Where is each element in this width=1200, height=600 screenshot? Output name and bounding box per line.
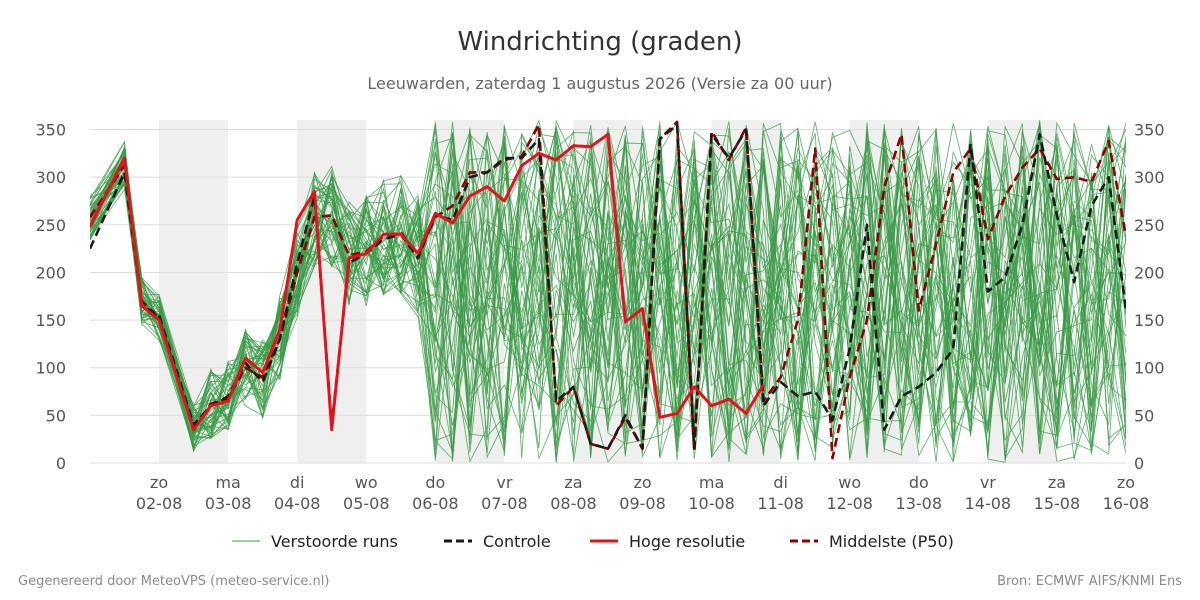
y-axis-left: 0 50 100 150 200 250 300 350 <box>35 121 66 473</box>
x-tick-date-16: 16-08 <box>1103 494 1150 513</box>
ensemble-run-43 <box>90 127 1126 451</box>
x-tick-date-12: 12-08 <box>826 494 873 513</box>
y-tick-left-350: 350 <box>35 121 66 140</box>
x-axis: zo 02-08 ma 03-08 di 04-08 wo 05-08 do 06-08 vr 07-… <box>136 473 1149 513</box>
y-tick-right-300: 300 <box>1134 168 1165 187</box>
y-tick-right-0: 0 <box>1134 454 1144 473</box>
x-tick-date-11: 11-08 <box>757 494 804 513</box>
x-tick-weekday-12: wo <box>838 473 861 492</box>
x-tick-weekday-5: wo <box>355 473 378 492</box>
x-tick-date-2: 02-08 <box>136 494 183 513</box>
chart-title: Windrichting (graden) <box>457 27 742 57</box>
x-tick-date-13: 13-08 <box>896 494 943 513</box>
x-tick-date-9: 09-08 <box>619 494 666 513</box>
y-tick-left-150: 150 <box>35 311 66 330</box>
y-tick-right-250: 250 <box>1134 216 1165 235</box>
x-tick-weekday-8: za <box>564 473 582 492</box>
x-tick-weekday-15: za <box>1048 473 1066 492</box>
x-tick-date-14: 14-08 <box>965 494 1012 513</box>
y-tick-right-50: 50 <box>1134 406 1154 425</box>
x-tick-date-10: 10-08 <box>688 494 735 513</box>
footer-generated-by: Gegenereerd door MeteoVPS (meteo-service… <box>18 574 329 589</box>
y-tick-left-0: 0 <box>56 454 66 473</box>
y-tick-left-200: 200 <box>35 263 66 282</box>
x-tick-weekday-2: zo <box>150 473 168 492</box>
legend-label-1: Controle <box>483 532 551 551</box>
y-tick-left-300: 300 <box>35 168 66 187</box>
ensemble-run-44 <box>90 122 1126 458</box>
x-tick-weekday-6: do <box>425 473 445 492</box>
y-tick-right-150: 150 <box>1134 311 1165 330</box>
legend-label-2: Hoge resolutie <box>629 532 745 551</box>
legend-label-0: Verstoorde runs <box>271 532 398 551</box>
x-tick-weekday-4: di <box>290 473 305 492</box>
series-middelste-p50 <box>90 120 1126 460</box>
main-series <box>90 120 1126 460</box>
y-tick-left-100: 100 <box>35 359 66 378</box>
ensemble-run-37 <box>90 133 1126 459</box>
y-tick-right-350: 350 <box>1134 121 1165 140</box>
x-tick-weekday-9: zo <box>633 473 651 492</box>
ensemble-run-28 <box>90 129 1126 453</box>
x-tick-date-15: 15-08 <box>1034 494 1081 513</box>
legend-label-3: Middelste (P50) <box>829 532 954 551</box>
ensemble-run-48 <box>90 127 1126 462</box>
x-tick-weekday-7: vr <box>496 473 512 492</box>
x-tick-weekday-13: do <box>909 473 929 492</box>
series-controle <box>90 123 1126 451</box>
x-tick-weekday-16: zo <box>1117 473 1135 492</box>
x-tick-date-6: 06-08 <box>412 494 459 513</box>
ensemble-run-45 <box>90 128 1126 462</box>
y-tick-left-250: 250 <box>35 216 66 235</box>
ensemble-run-49 <box>90 121 1126 446</box>
x-tick-weekday-11: di <box>773 473 788 492</box>
x-tick-date-7: 07-08 <box>481 494 528 513</box>
x-tick-date-5: 05-08 <box>343 494 390 513</box>
x-tick-date-3: 03-08 <box>205 494 252 513</box>
y-tick-right-100: 100 <box>1134 359 1165 378</box>
ensemble-run-32 <box>90 119 1126 454</box>
ensemble-run-29 <box>90 124 1126 458</box>
x-tick-date-4: 04-08 <box>274 494 321 513</box>
legend: Verstoorde runs Controle Hoge resolutie Mid… <box>232 532 954 551</box>
series-hoge-resolutie <box>90 132 765 432</box>
y-axis-right: 0 50 100 150 200 250 300 350 <box>1134 121 1165 473</box>
x-tick-weekday-14: vr <box>980 473 996 492</box>
chart-subtitle: Leeuwarden, zaterdag 1 augustus 2026 (Ve… <box>367 74 832 93</box>
y-tick-left-50: 50 <box>46 406 66 425</box>
x-tick-weekday-10: ma <box>699 473 724 492</box>
footer-source: Bron: ECMWF AIFS/KNMI Ens <box>997 574 1182 589</box>
x-tick-date-8: 08-08 <box>550 494 597 513</box>
x-tick-weekday-3: ma <box>215 473 240 492</box>
y-tick-right-200: 200 <box>1134 263 1165 282</box>
